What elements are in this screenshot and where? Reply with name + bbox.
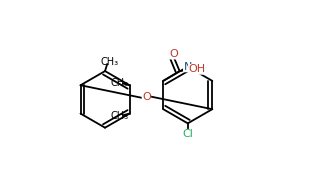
Text: N: N [184, 62, 192, 72]
Text: O: O [170, 49, 179, 59]
Text: CH₃: CH₃ [100, 57, 119, 67]
Text: OH: OH [189, 64, 206, 74]
Text: CH₃: CH₃ [111, 78, 129, 88]
Text: CH₃: CH₃ [111, 111, 129, 121]
Text: O: O [142, 92, 151, 102]
Text: Cl: Cl [182, 129, 193, 139]
